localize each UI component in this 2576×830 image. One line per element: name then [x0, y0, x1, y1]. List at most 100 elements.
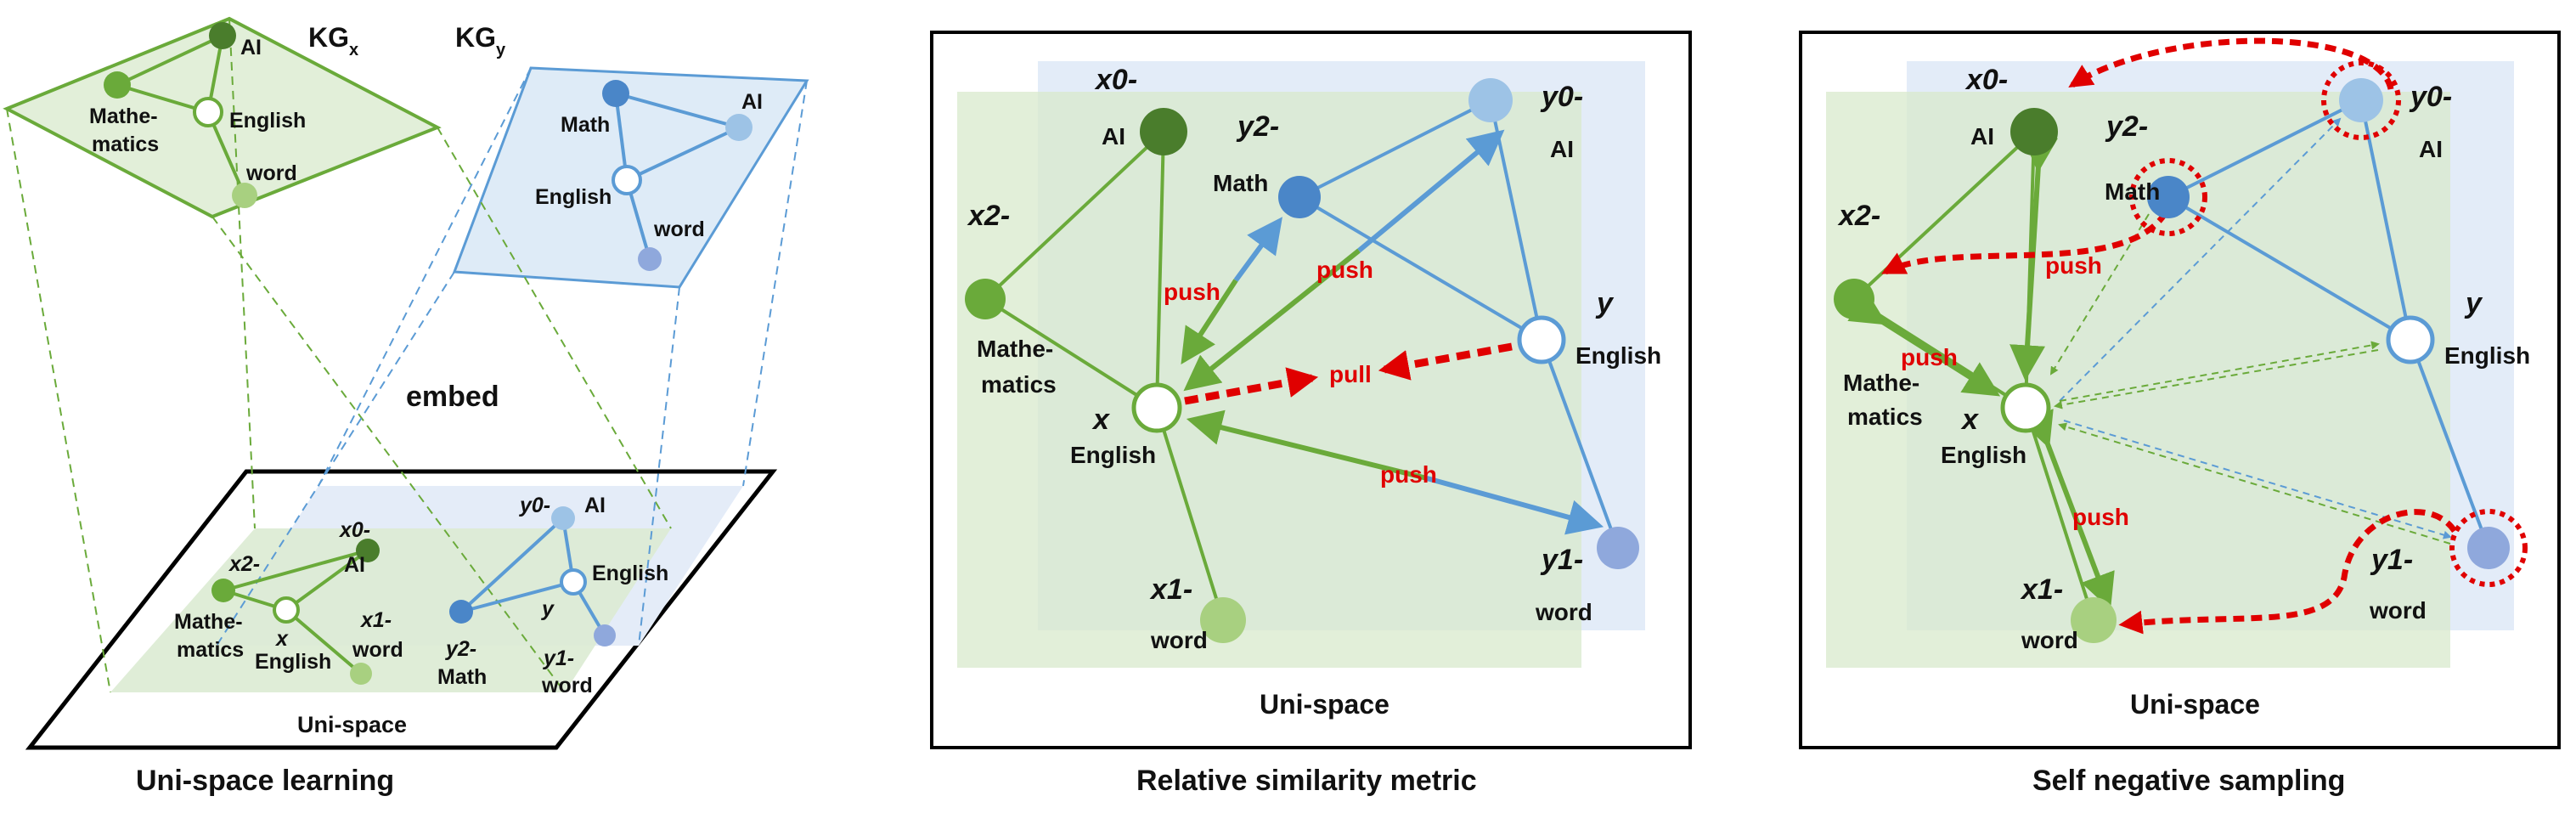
p3-label-ai-x: AI	[1970, 123, 1994, 150]
p3-push-2: push	[1901, 344, 1958, 370]
uni-p1-label-math-y: Math	[437, 665, 487, 689]
uni-p1-node-y1	[594, 624, 616, 646]
uni-p1-label-x: x	[274, 627, 289, 651]
p3-node-x2	[1834, 279, 1874, 319]
p2-node-y1	[1597, 527, 1639, 569]
p3-label-word-y: word	[2369, 597, 2427, 624]
p2-node-y0	[1468, 78, 1513, 122]
kgx-node-ai	[209, 22, 236, 49]
kgy-node-math	[602, 80, 629, 107]
p3-label-math-x-2: matics	[1847, 404, 1923, 430]
kgx-node-word	[232, 183, 257, 208]
uni-p1-label-y1: y1-	[542, 646, 574, 670]
p2-node-x1	[1200, 597, 1246, 643]
kgx-node-english	[193, 97, 223, 127]
p3-label-ai-y: AI	[2419, 136, 2443, 162]
projection-lines	[6, 18, 808, 693]
panel3-push-arrows	[1847, 136, 2115, 610]
kgy-node-ai	[725, 114, 753, 141]
kgx-label-math-2: matics	[92, 133, 159, 156]
p3-push-1: push	[2045, 252, 2102, 279]
panel3-red-curves	[1880, 37, 2457, 635]
kgy-node-english	[612, 165, 642, 195]
p2-label-math-x-2: matics	[981, 371, 1057, 398]
kgx-label-word: word	[245, 161, 297, 185]
p2-label-word-x: word	[1150, 627, 1208, 653]
uni-p1-label-y0: y0-	[518, 494, 550, 517]
kgy-label-ai: AI	[741, 90, 763, 114]
uni-p1-node-x0	[356, 539, 380, 562]
p3-node-y	[2386, 315, 2435, 364]
p2-node-x	[1131, 382, 1182, 433]
uni-p1-label-english-y: English	[592, 562, 668, 585]
p2-label-ai-y: AI	[1550, 136, 1574, 162]
caption-p1: Uni-space learning	[136, 765, 394, 797]
p3-label-english-y: English	[2444, 342, 2530, 369]
unispace-green-area-p1	[110, 528, 671, 692]
uni-p1-label-word-x: word	[352, 638, 403, 662]
uni-p1-node-y0	[551, 506, 575, 530]
kgy-label-math: Math	[561, 113, 610, 137]
uni-p1-node-x2	[211, 579, 235, 602]
p2-label-y: y	[1595, 287, 1615, 319]
p3-node-y1	[2467, 527, 2510, 569]
panel-relative-similarity: x0- AI x2- Mathe- matics x English x1- w…	[930, 31, 1692, 797]
p2-pull: pull	[1329, 361, 1372, 387]
p3-node-y0	[2339, 78, 2383, 122]
p3-node-x1	[2071, 597, 2117, 643]
p2-node-y	[1517, 315, 1566, 364]
uni-p1-label-word-y: word	[541, 674, 593, 697]
p3-label-math-x-1: Mathe-	[1843, 370, 1919, 396]
kgx-node-math	[104, 71, 131, 99]
embed-label: embed	[406, 381, 499, 413]
caption-p2: Relative similarity metric	[1136, 765, 1477, 797]
p3-label-x2: x2-	[1837, 200, 1880, 232]
p2-node-x2	[965, 279, 1006, 319]
uni-p1-label-y2: y2-	[444, 637, 476, 661]
p2-label-y0: y0-	[1540, 81, 1583, 113]
uni-p1-node-y	[560, 568, 587, 596]
panel2-arrows	[1181, 129, 1604, 535]
p2-label-x1: x1-	[1149, 573, 1192, 606]
p2-label-math-x-1: Mathe-	[977, 336, 1053, 362]
p2-label-english-x: English	[1070, 442, 1156, 468]
unispace-label-p1: Uni-space	[297, 712, 407, 737]
uni-p1-label-y: y	[540, 597, 555, 621]
kgy-title: KGy	[455, 22, 506, 59]
p2-label-y1: y1-	[1540, 544, 1583, 576]
kgx-label-math-1: Mathe-	[89, 104, 158, 128]
p3-label-y0: y0-	[2409, 81, 2452, 113]
p3-node-y2	[2147, 176, 2190, 218]
p3-label-y1: y1-	[2370, 544, 2413, 576]
panel2-green-area	[957, 92, 1581, 668]
uni-p1-label-x0: x0-	[338, 518, 370, 542]
kgx-label-english: English	[229, 109, 306, 133]
uni-p1-node-x	[273, 596, 300, 624]
uni-p1-label-ai-y: AI	[584, 494, 606, 517]
p2-push-3: push	[1380, 461, 1437, 488]
p2-label-x2: x2-	[967, 200, 1010, 232]
p2-node-x0	[1140, 108, 1187, 155]
panel-self-negative-sampling: x0- AI x2- Mathe- matics x English x1- w…	[1799, 31, 2561, 797]
p3-label-y: y	[2464, 287, 2483, 319]
panel-uni-space-learning: AI English Mathe- matics word KGx KGy Ma…	[3, 16, 809, 797]
p3-push-3: push	[2072, 504, 2129, 530]
kgy-label-word: word	[653, 217, 705, 241]
p3-label-math-y: Math	[2105, 178, 2160, 205]
p2-label-x0: x0-	[1094, 64, 1137, 96]
uni-p1-node-x1	[350, 663, 372, 685]
p2-node-y2	[1278, 176, 1321, 218]
unispace-label-p3: Uni-space	[2130, 689, 2260, 720]
panel2-edges	[984, 99, 1620, 621]
unispace-label-p2: Uni-space	[1260, 689, 1389, 720]
p2-push-1: push	[1164, 279, 1220, 305]
p2-push-2: push	[1316, 257, 1373, 283]
p3-label-x0: x0-	[1964, 64, 2008, 96]
kgx-label-ai: AI	[240, 36, 262, 59]
p3-node-x	[2000, 382, 2051, 433]
uni-p1-label-english-x: English	[255, 650, 331, 674]
p2-label-ai-x: AI	[1102, 123, 1125, 150]
p3-node-x0	[2010, 108, 2058, 155]
panel3-highlight-rings	[2129, 60, 2528, 587]
